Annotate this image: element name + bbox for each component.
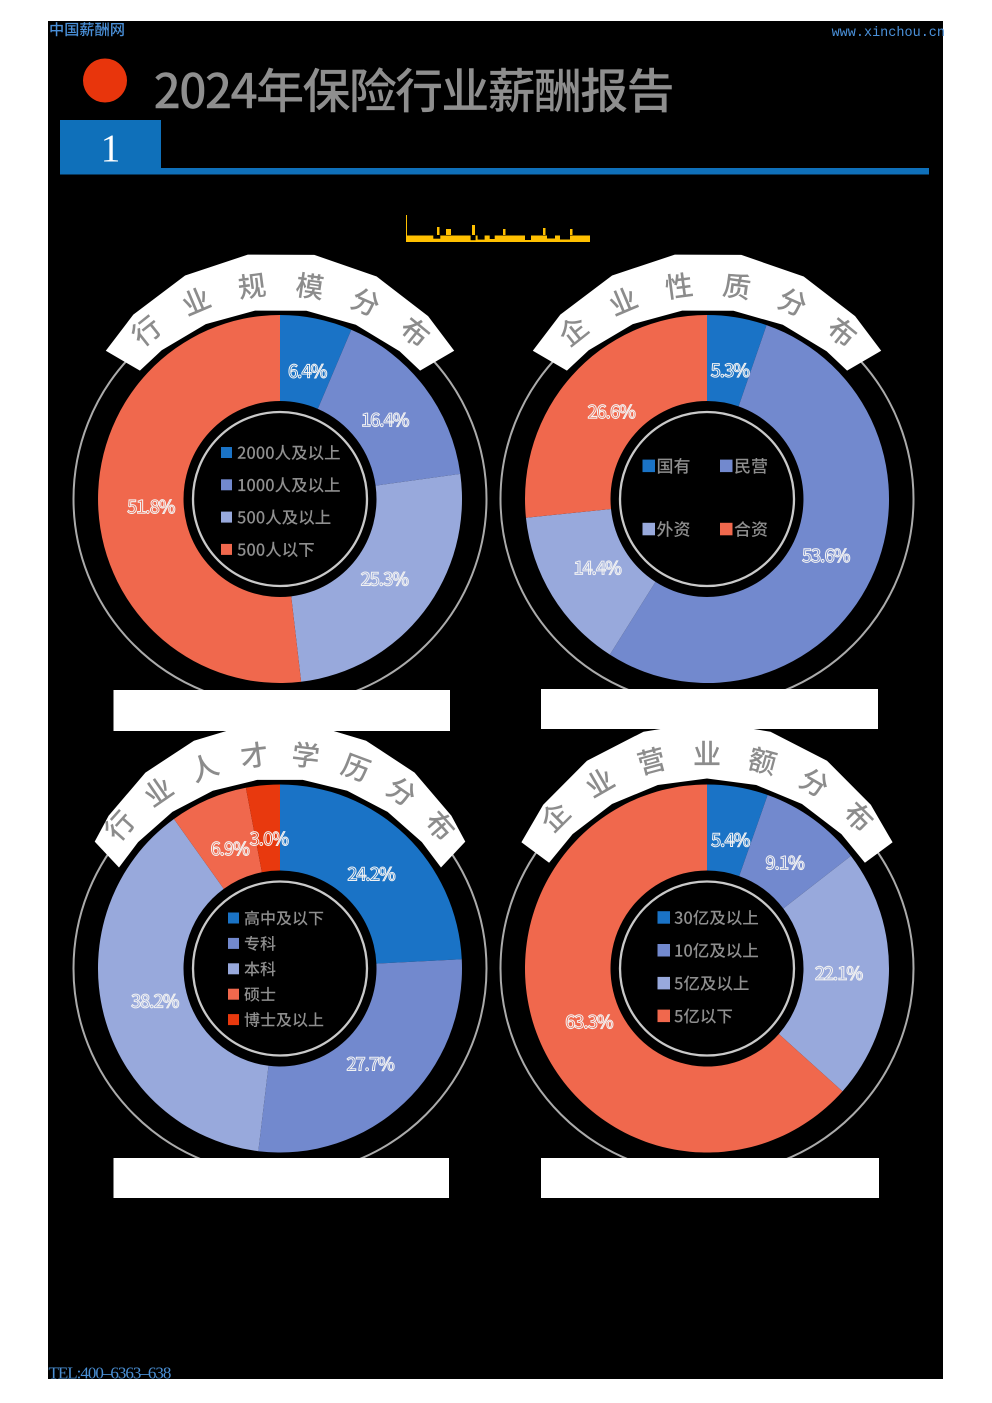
svg-text:TEL:400–6363–638: TEL:400–6363–638 bbox=[49, 1363, 171, 1382]
svg-text:www.xinchou.cn: www.xinchou.cn bbox=[832, 26, 945, 41]
svg-text:1: 1 bbox=[101, 126, 121, 170]
